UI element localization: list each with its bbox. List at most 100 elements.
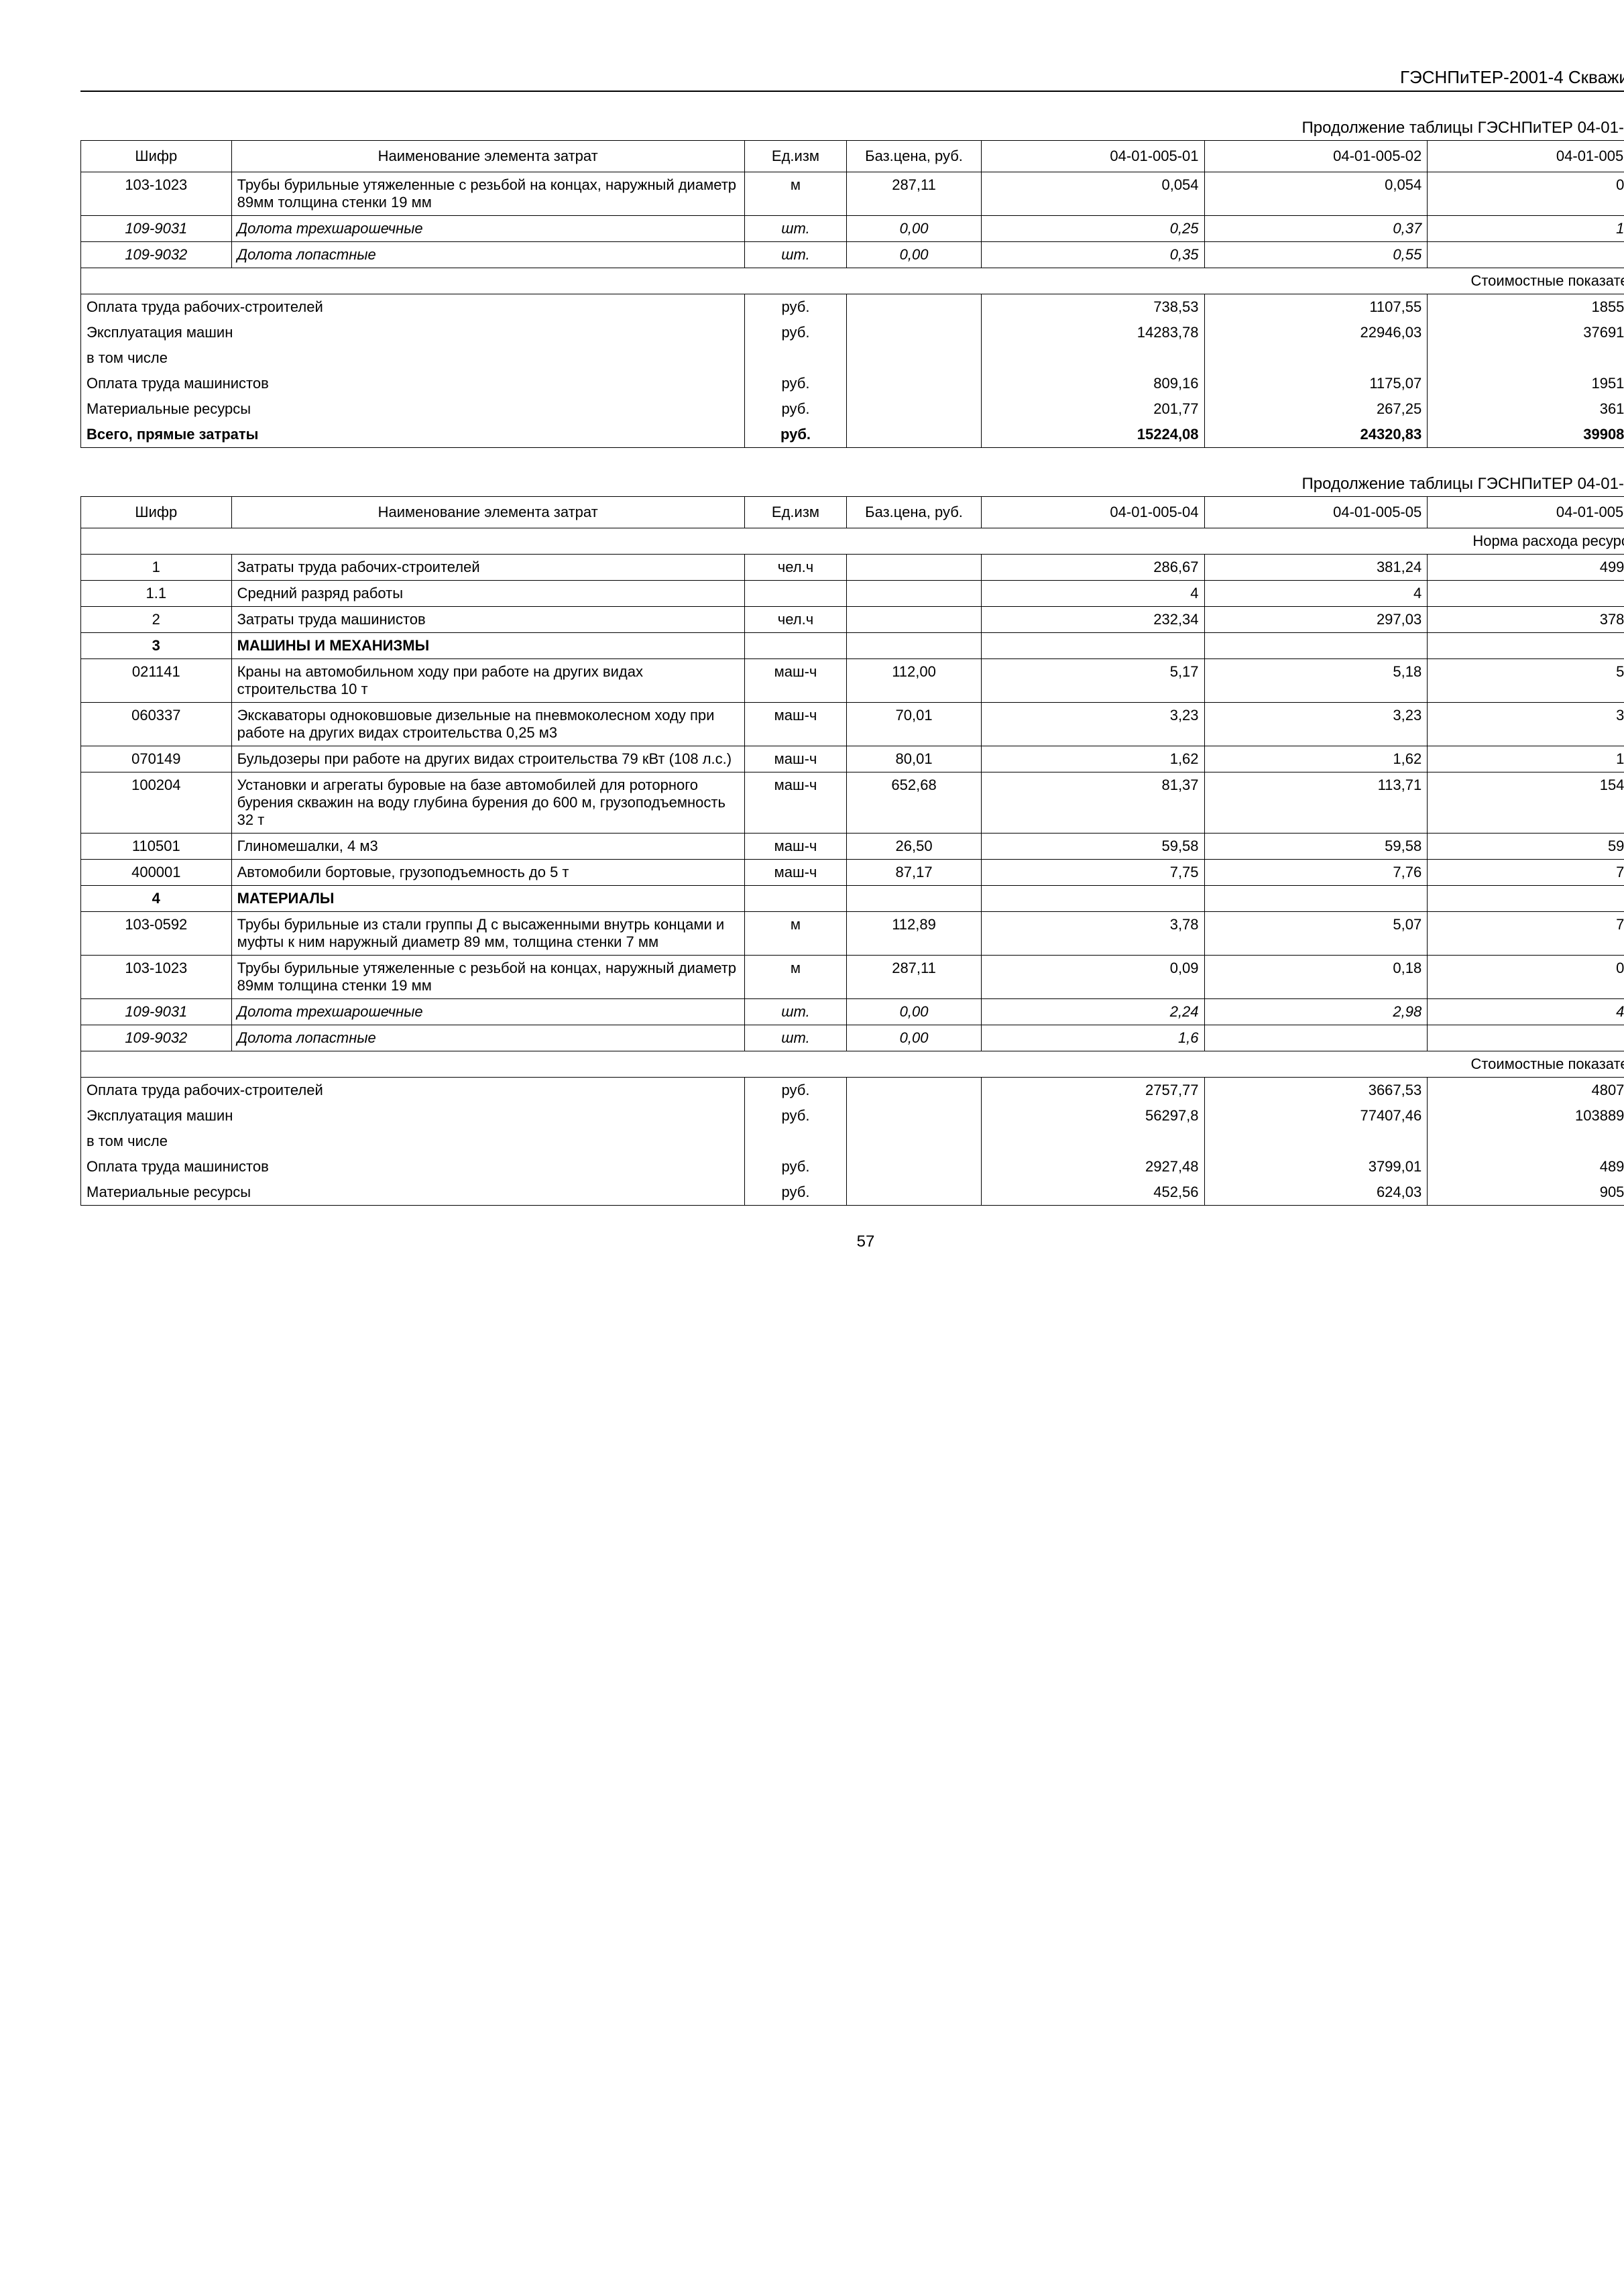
cell: 100204 <box>81 772 232 834</box>
cell: 381,24 <box>1204 555 1428 581</box>
cell: маш-ч <box>744 772 847 834</box>
cell: руб. <box>744 1154 847 1180</box>
cell: 37691,43 <box>1428 320 1624 345</box>
cell: руб. <box>744 294 847 321</box>
cell: 287,11 <box>847 956 982 999</box>
cell: 2757,77 <box>981 1078 1204 1104</box>
cost-row: Оплата труда рабочих-строителейруб.2757,… <box>81 1078 1624 1104</box>
cell: 0,00 <box>847 1025 982 1051</box>
cost-row: Оплата труда машинистовруб.2927,483799,0… <box>81 1154 1624 1180</box>
cell: 5,18 <box>1204 659 1428 703</box>
cell: 1,62 <box>1428 746 1624 772</box>
cell: шт. <box>744 1025 847 1051</box>
cell: руб. <box>744 320 847 345</box>
th-baz: Баз.цена, руб. <box>847 141 982 172</box>
cell: Установки и агрегаты буровые на базе авт… <box>231 772 744 834</box>
cell: 87,17 <box>847 860 982 886</box>
cell: 267,25 <box>1204 396 1428 422</box>
th-ed: Ед.изм <box>744 497 847 528</box>
table-row: 103-0592Трубы бурильные из стали группы … <box>81 912 1624 956</box>
cell: 109-9032 <box>81 242 232 268</box>
cell: 26,50 <box>847 834 982 860</box>
cell: Трубы бурильные из стали группы Д с выса… <box>231 912 744 956</box>
cell: Долота трехшарошечные <box>231 216 744 242</box>
cell <box>847 1129 982 1154</box>
cell <box>1428 1129 1624 1154</box>
cell <box>981 1129 1204 1154</box>
cell <box>1428 633 1624 659</box>
cell: 7,75 <box>981 860 1204 886</box>
cell <box>847 886 982 912</box>
table2-header-row: Шифр Наименование элемента затрат Ед.изм… <box>81 497 1624 528</box>
cell <box>1204 1129 1428 1154</box>
cell <box>847 1180 982 1206</box>
cell: 59,58 <box>1204 834 1428 860</box>
th-c1: 04-01-005-04 <box>981 497 1204 528</box>
page: ГЭСНПиТЕР-2001-4 Скважины Продолжение та… <box>27 40 1624 1278</box>
cell: маш-ч <box>744 703 847 746</box>
page-number: 57 <box>80 1232 1624 1251</box>
cell: Автомобили бортовые, грузоподъемность до… <box>231 860 744 886</box>
table-row: 109-9032Долота лопастныешт.0,001,6 <box>81 1025 1624 1051</box>
cell: 232,34 <box>981 607 1204 633</box>
cell: 59,58 <box>1428 834 1624 860</box>
table-row: 103-1023Трубы бурильные утяжеленные с ре… <box>81 956 1624 999</box>
cell: чел.ч <box>744 555 847 581</box>
cell: 4 <box>981 581 1204 607</box>
table-row: 109-9031Долота трехшарошечныешт.0,002,24… <box>81 999 1624 1025</box>
cell: 39908,54 <box>1428 422 1624 448</box>
th-c3: 04-01-005-03 <box>1428 141 1624 172</box>
cell: 24320,83 <box>1204 422 1428 448</box>
cell: 59,58 <box>981 834 1204 860</box>
table-row: 100204Установки и агрегаты буровые на ба… <box>81 772 1624 834</box>
cell: 15224,08 <box>981 422 1204 448</box>
cell <box>847 294 982 321</box>
th-c3: 04-01-005-06 <box>1428 497 1624 528</box>
table-row: 103-1023Трубы бурильные утяжеленные с ре… <box>81 172 1624 216</box>
cell <box>1204 1025 1428 1051</box>
cell: маш-ч <box>744 659 847 703</box>
cell: Оплата труда машинистов <box>81 371 745 396</box>
cell: МАТЕРИАЛЫ <box>231 886 744 912</box>
cell <box>847 1103 982 1129</box>
cell: 0,9 <box>1428 242 1624 268</box>
cell: 112,89 <box>847 912 982 956</box>
cell: 103-1023 <box>81 172 232 216</box>
cell: 81,37 <box>981 772 1204 834</box>
cell: Материальные ресурсы <box>81 396 745 422</box>
cell: 109-9031 <box>81 216 232 242</box>
cell: 7,74 <box>1428 860 1624 886</box>
cell: 112,00 <box>847 659 982 703</box>
table-row: 109-9031Долота трехшарошечныешт.0,000,25… <box>81 216 1624 242</box>
cell: 452,56 <box>981 1180 1204 1206</box>
table1: Шифр Наименование элемента затрат Ед.изм… <box>80 140 1624 448</box>
cell: 4897,3 <box>1428 1154 1624 1180</box>
table-row: 1.1Средний разряд работы444 <box>81 581 1624 607</box>
cell <box>981 345 1204 371</box>
cell: 0,00 <box>847 242 982 268</box>
cell: руб. <box>744 1078 847 1104</box>
cell: 80,01 <box>847 746 982 772</box>
cell <box>847 607 982 633</box>
cell: МАШИНЫ И МЕХАНИЗМЫ <box>231 633 744 659</box>
cell: 0,18 <box>1204 956 1428 999</box>
cell: 1,16 <box>1428 216 1624 242</box>
cell: 3,23 <box>1428 703 1624 746</box>
cell: 0,054 <box>1204 172 1428 216</box>
cell: Эксплуатация машин <box>81 1103 745 1129</box>
cell <box>1428 1025 1624 1051</box>
cost-row: Материальные ресурсыруб.452,56624,03905,… <box>81 1180 1624 1206</box>
cost-row: Оплата труда машинистовруб.809,161175,07… <box>81 371 1624 396</box>
cell: 0,18 <box>1428 956 1624 999</box>
cell: Долота трехшарошечные <box>231 999 744 1025</box>
cell: 0,37 <box>1204 216 1428 242</box>
cell: 060337 <box>81 703 232 746</box>
cell: 3667,53 <box>1204 1078 1428 1104</box>
cell: 2,24 <box>981 999 1204 1025</box>
cell <box>744 1129 847 1154</box>
cell: 0,054 <box>981 172 1204 216</box>
cell: Эксплуатация машин <box>81 320 745 345</box>
cell: м <box>744 912 847 956</box>
cell: чел.ч <box>744 607 847 633</box>
th-name: Наименование элемента затрат <box>231 497 744 528</box>
